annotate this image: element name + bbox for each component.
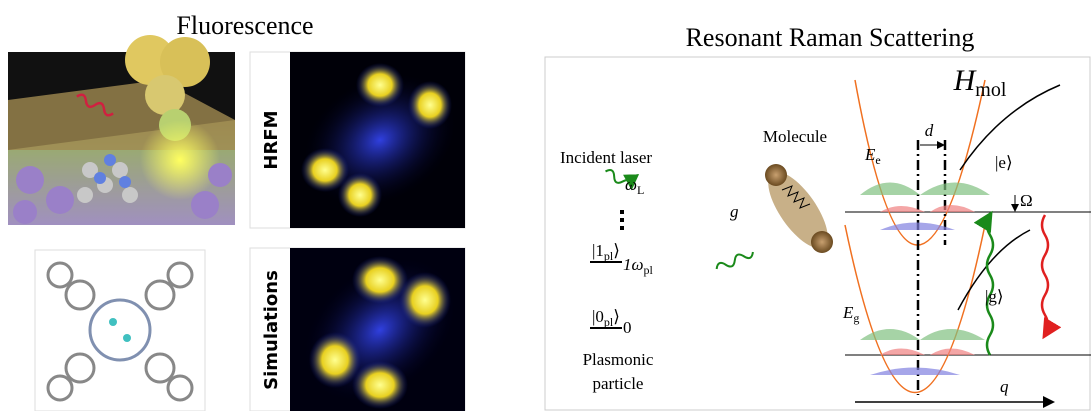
energy-label: Eg — [842, 303, 859, 325]
label-sub: L — [637, 183, 644, 197]
image-label: Simulations — [261, 270, 282, 390]
label-sub: g — [853, 311, 859, 325]
panel-title: Resonant Raman Scattering — [686, 23, 975, 52]
simulation-image: Simulations — [250, 229, 484, 411]
image-label: HRFM — [261, 110, 282, 169]
label-sub: pl — [644, 263, 654, 277]
coupling-label: g — [730, 202, 739, 221]
figure: Fluorescence HRFM Simulations Resonant R… — [0, 0, 1091, 411]
panel-title: Fluorescence — [176, 11, 313, 40]
label-sub: e — [875, 153, 880, 167]
laser-label: Incident laser — [560, 148, 652, 167]
state-label: |e⟩ — [995, 153, 1013, 172]
energy-label: Ee — [864, 145, 881, 167]
vibration-label: Ω — [1020, 191, 1033, 210]
hamiltonian-label: Hmol — [953, 64, 1007, 101]
label-base: H — [953, 64, 978, 97]
label-base: E — [864, 145, 876, 164]
label-base: |0 — [592, 307, 604, 326]
label-post: ⟩ — [613, 241, 620, 260]
energy-label: 0 — [623, 318, 632, 337]
state-label: |1pl⟩ — [592, 241, 620, 263]
state-label: |g⟩ — [985, 287, 1004, 306]
label-base: 1ω — [623, 255, 644, 274]
molecule-structure — [35, 250, 205, 411]
energy-diagram — [845, 80, 1091, 402]
displacement-label: d — [925, 121, 934, 140]
energy-label: 1ωpl — [623, 255, 654, 277]
molecule-label: Molecule — [763, 127, 827, 146]
frequency-label: ωL — [625, 175, 644, 197]
label-base: E — [842, 303, 854, 322]
plasmon-label: particle — [593, 374, 644, 393]
coordinate-label: q — [1000, 377, 1009, 396]
label-post: ⟩ — [613, 307, 620, 326]
label-base: ω — [625, 175, 637, 194]
stm-illustration — [8, 35, 235, 225]
label-base: |1 — [592, 241, 604, 260]
plasmon-label: Plasmonic — [583, 350, 654, 369]
hrfm-image: HRFM — [250, 48, 479, 232]
state-label: |0pl⟩ — [592, 307, 620, 329]
label-sub: mol — [975, 79, 1007, 101]
